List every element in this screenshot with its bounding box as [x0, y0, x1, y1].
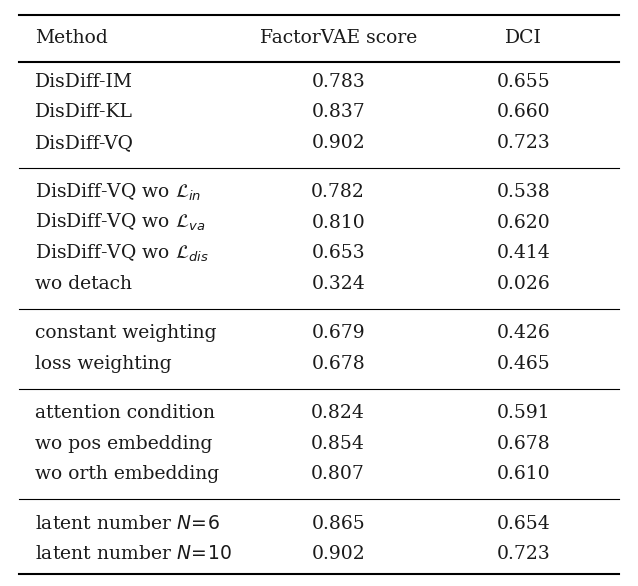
Text: 0.678: 0.678: [311, 355, 365, 373]
Text: 0.854: 0.854: [311, 435, 365, 453]
Text: 0.591: 0.591: [496, 404, 550, 422]
Text: latent number $N\!=\!6$: latent number $N\!=\!6$: [35, 515, 220, 533]
Text: 0.902: 0.902: [311, 134, 365, 152]
Text: 0.807: 0.807: [311, 465, 365, 483]
Text: attention condition: attention condition: [35, 404, 215, 422]
Text: DisDiff-VQ wo $\mathcal{L}_{dis}$: DisDiff-VQ wo $\mathcal{L}_{dis}$: [35, 243, 209, 264]
Text: 0.655: 0.655: [496, 73, 550, 91]
Text: 0.837: 0.837: [311, 103, 365, 121]
Text: 0.465: 0.465: [496, 355, 550, 373]
Text: 0.810: 0.810: [311, 214, 365, 231]
Text: wo detach: wo detach: [35, 275, 132, 293]
Text: 0.902: 0.902: [311, 545, 365, 563]
Text: 0.782: 0.782: [311, 183, 365, 201]
Text: DisDiff-KL: DisDiff-KL: [35, 103, 133, 121]
Text: Method: Method: [35, 29, 108, 47]
Text: 0.679: 0.679: [311, 324, 365, 342]
Text: DisDiff-VQ: DisDiff-VQ: [35, 134, 134, 152]
Text: DisDiff-VQ wo $\mathcal{L}_{va}$: DisDiff-VQ wo $\mathcal{L}_{va}$: [35, 212, 205, 233]
Text: 0.620: 0.620: [496, 214, 550, 231]
Text: 0.723: 0.723: [496, 134, 550, 152]
Text: 0.426: 0.426: [496, 324, 550, 342]
Text: DisDiff-IM: DisDiff-IM: [35, 73, 133, 91]
Text: 0.653: 0.653: [311, 244, 365, 263]
Text: 0.026: 0.026: [496, 275, 550, 293]
Text: loss weighting: loss weighting: [35, 355, 172, 373]
Text: 0.610: 0.610: [496, 465, 550, 483]
Text: 0.414: 0.414: [496, 244, 550, 263]
Text: 0.783: 0.783: [311, 73, 365, 91]
Text: 0.723: 0.723: [496, 545, 550, 563]
Text: DisDiff-VQ wo $\mathcal{L}_{in}$: DisDiff-VQ wo $\mathcal{L}_{in}$: [35, 182, 202, 203]
Text: 0.865: 0.865: [311, 515, 365, 533]
Text: FactorVAE score: FactorVAE score: [260, 29, 417, 47]
Text: 0.538: 0.538: [496, 183, 550, 201]
Text: 0.660: 0.660: [496, 103, 550, 121]
Text: 0.324: 0.324: [311, 275, 365, 293]
Text: wo orth embedding: wo orth embedding: [35, 465, 219, 483]
Text: constant weighting: constant weighting: [35, 324, 216, 342]
Text: 0.678: 0.678: [496, 435, 550, 453]
Text: DCI: DCI: [505, 29, 542, 47]
Text: wo pos embedding: wo pos embedding: [35, 435, 212, 453]
Text: 0.654: 0.654: [496, 515, 550, 533]
Text: latent number $N\!=\!10$: latent number $N\!=\!10$: [35, 545, 232, 563]
Text: 0.824: 0.824: [311, 404, 365, 422]
